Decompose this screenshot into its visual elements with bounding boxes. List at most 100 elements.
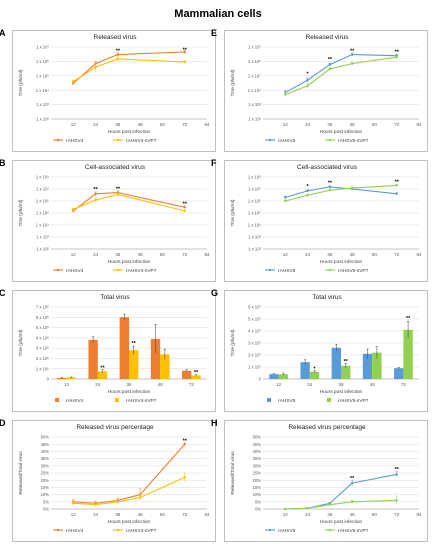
y-tick-label: 35% <box>253 456 262 461</box>
data-point <box>72 80 75 83</box>
data-point <box>395 192 398 195</box>
panel-g-title: Total virus <box>312 294 342 301</box>
x-tick-label: 72 <box>394 122 400 127</box>
panel-b-title: Cell-associated virus <box>85 164 145 171</box>
y-tick-label: 0 <box>47 377 50 382</box>
x-tick-label: 72 <box>182 252 188 257</box>
y-tick-label: 6 x 10⁷ <box>248 305 261 310</box>
y-axis-title: Titre (pfu/ml) <box>230 69 236 96</box>
x-axis-title: Hours post infection <box>108 389 151 395</box>
legend-marker <box>268 138 272 142</box>
x-axis-title: Hours post infection <box>320 389 363 395</box>
y-tick-label: 20% <box>41 478 50 483</box>
data-point <box>395 55 398 59</box>
y-tick-label: 50% <box>253 435 262 440</box>
legend-label: rAHSV5 <box>278 398 296 404</box>
x-tick-label: 24 <box>307 382 313 387</box>
significance-label: ** <box>406 316 411 322</box>
x-tick-label: 24 <box>93 122 99 127</box>
x-tick-label: 24 <box>93 252 99 257</box>
panel-e: E Released virus 1 x 10² 1 x 10³ 1 x 10⁴ 1 … <box>211 28 428 152</box>
y-tick-label: 2 x 10⁷ <box>248 353 261 358</box>
data-point <box>395 473 398 476</box>
legend-label: rAHSV4 <box>66 268 84 274</box>
y-tick-label: 1 x 10⁵ <box>248 73 261 78</box>
data-point <box>94 192 97 195</box>
y-tick-label: 7 x 10⁶ <box>36 305 49 310</box>
x-tick-label: 84 <box>204 122 210 127</box>
y-axis-title: Titre (pfu/ml) <box>230 329 236 356</box>
x-tick-label: 48 <box>350 122 356 127</box>
bar <box>300 362 310 379</box>
significance-label: * <box>307 72 310 78</box>
y-tick-label: 1 x 10⁶ <box>36 199 49 204</box>
series-line <box>72 58 185 82</box>
chart-a: 1 x 10² 1 x 10³ 1 x 10⁴ 1 x 10⁵ 1 x 10⁶ 1 x 1… <box>18 45 210 144</box>
y-tick-label: 1 x 10⁴ <box>36 88 49 93</box>
legend-label: rAHSV5 <box>278 138 296 144</box>
legend-marker <box>328 528 332 532</box>
panel-a-title: Released virus <box>93 34 137 41</box>
panel-c-label: C <box>0 288 6 298</box>
y-tick-label: 1 x 10³ <box>36 235 49 240</box>
panel-e-label: E <box>211 28 218 38</box>
y-tick-label: 5 x 10⁶ <box>36 325 49 330</box>
data-point <box>183 476 186 479</box>
y-tick-label: 10% <box>253 492 262 497</box>
significance-label: ** <box>328 181 333 187</box>
x-tick-label: 12 <box>283 512 289 517</box>
bar <box>309 371 320 379</box>
panel-d: D Released virus percentage 0% 5% 10% 15% 20… <box>0 418 216 542</box>
x-tick-label: 36 <box>338 382 344 387</box>
legend-marker <box>268 528 272 532</box>
figure-title: Mammalian cells <box>174 8 262 20</box>
significance-label: ** <box>194 370 199 376</box>
data-point <box>94 503 97 506</box>
y-tick-label: 1 x 10⁴ <box>248 223 261 228</box>
legend-swatch <box>55 398 59 402</box>
chart-g: 0 1 x 10⁷ 2 x 10⁷ 3 x 10⁷ 4 x 10⁷ 5 x 10⁷ 6 x … <box>230 305 419 404</box>
y-tick-label: 0% <box>43 507 49 512</box>
y-tick-label: 1 x 10³ <box>36 102 49 107</box>
y-tick-label: 1 x 10⁶ <box>248 59 261 64</box>
panel-h: H Released virus percentage 0% 5% 10% 15% 20… <box>211 418 428 542</box>
panel-a: A Released virus 1 x 10² 1 x 10³ 1 x 10⁴ 1 … <box>0 28 216 152</box>
y-tick-label: 1 x 10⁶ <box>248 199 261 204</box>
panel-g: G Total virus 0 1 x 10⁷ 2 x 10⁷ 3 x 10⁷ 4 x … <box>211 288 428 412</box>
chart-c: 0 1 x 10⁶ 2 x 10⁶ 3 x 10⁶ 4 x 10⁶ 5 x 10⁶ 6 x … <box>18 305 207 404</box>
y-tick-label: 20% <box>253 478 262 483</box>
data-point <box>138 496 142 499</box>
data-point <box>328 67 332 71</box>
panel-g-label: G <box>211 288 219 298</box>
x-tick-label: 72 <box>394 252 400 257</box>
series-line <box>72 51 185 84</box>
x-tick-label: 48 <box>138 512 144 517</box>
y-tick-label: 50% <box>41 435 50 440</box>
y-axis-title: Titre (pfu/ml) <box>230 199 236 226</box>
significance-label: ** <box>183 202 188 208</box>
y-tick-label: 1 x 10⁷ <box>248 45 261 50</box>
x-tick-label: 72 <box>394 512 400 517</box>
legend-label: rAHSV4-sVP7 <box>126 268 157 274</box>
y-tick-label: 5% <box>255 499 261 504</box>
y-tick-label: 2 x 10⁶ <box>36 356 49 361</box>
x-tick-label: 36 <box>115 122 121 127</box>
y-tick-label: 10% <box>41 492 50 497</box>
data-point <box>284 196 287 199</box>
y-tick-label: 1 x 10⁶ <box>36 59 49 64</box>
legend-swatch <box>327 398 331 402</box>
data-point <box>395 184 398 187</box>
y-tick-label: 1 x 10⁷ <box>36 187 49 192</box>
legend-label: rAHSV4 <box>66 138 84 144</box>
panel-d-label: D <box>0 418 6 428</box>
x-tick-label: 12 <box>283 252 289 257</box>
data-point <box>94 65 97 69</box>
significance-label: ** <box>183 438 188 444</box>
panel-d-title: Released virus percentage <box>76 424 154 431</box>
series-line <box>72 192 185 212</box>
data-point <box>306 84 309 88</box>
y-tick-label: 4 x 10⁶ <box>36 335 49 340</box>
bar <box>372 352 382 379</box>
x-tick-label: 72 <box>182 512 188 517</box>
significance-label: ** <box>344 359 349 365</box>
